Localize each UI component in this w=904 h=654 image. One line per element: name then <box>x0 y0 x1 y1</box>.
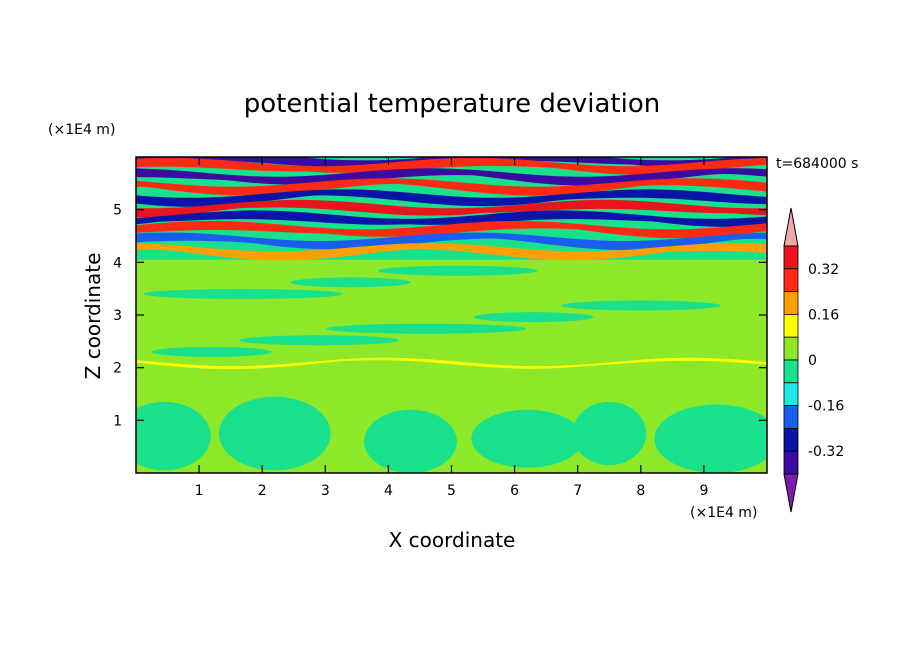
y-tick-label: 3 <box>113 308 122 324</box>
mid-streak <box>143 288 344 299</box>
colorbar-cell <box>783 268 799 292</box>
x-unit-label: (×1E4 m) <box>690 505 757 521</box>
mid-streak <box>290 277 411 288</box>
contour-band <box>136 189 767 207</box>
y-axis: 1 2 3 4 5 <box>113 203 767 429</box>
y-tick-label: 4 <box>113 255 122 271</box>
x-tick-label: 6 <box>510 483 519 499</box>
colorbar-cell <box>783 336 799 361</box>
colorbar-cell <box>783 382 799 406</box>
colorbar-cell <box>783 291 799 315</box>
plot-area <box>136 157 767 473</box>
colorbar-cell <box>783 450 799 475</box>
colorbar-label: 0 <box>808 353 817 369</box>
chart-title: potential temperature deviation <box>244 89 660 119</box>
x-axis-label: X coordinate <box>389 528 516 552</box>
colorbar-cell <box>783 427 799 452</box>
contour-band <box>136 157 767 175</box>
plume-region <box>654 404 767 473</box>
x-tick-label: 4 <box>384 483 393 499</box>
x-tick-label: 5 <box>447 483 456 499</box>
contour-band <box>136 210 767 227</box>
contour-band <box>136 243 767 261</box>
colorbar-max-arrow <box>783 207 799 247</box>
contour-band <box>136 178 767 196</box>
colorbar-cell <box>783 313 799 338</box>
colorbar-label: 0.32 <box>808 262 839 278</box>
contour-band <box>136 232 767 250</box>
x-tick-label: 9 <box>699 483 708 499</box>
mid-streak <box>377 265 538 276</box>
y-tick-label: 1 <box>113 413 122 429</box>
colorbar-cell <box>783 405 799 429</box>
mid-streak <box>326 323 527 334</box>
x-tick-label: 8 <box>636 483 645 499</box>
contour-band <box>136 168 767 186</box>
mid-streak <box>473 312 594 323</box>
colorbar-label: -0.16 <box>808 399 844 415</box>
contour-band <box>136 357 767 370</box>
x-tick-label: 7 <box>573 483 582 499</box>
x-tick-label: 3 <box>321 483 330 499</box>
plume-region <box>364 409 457 473</box>
x-tick-label: 1 <box>195 483 204 499</box>
contour-band <box>136 199 767 218</box>
plume-region <box>572 401 647 466</box>
mid-streak <box>238 335 399 346</box>
plume-region <box>218 396 331 471</box>
plume-region <box>471 409 584 468</box>
colorbar: 0.32 0.16 0 -0.16 -0.32 <box>783 207 844 513</box>
mid-streak <box>151 346 272 357</box>
colorbar-label: 0.16 <box>808 307 839 323</box>
y-axis-label: Z coordinate <box>81 253 105 380</box>
plume-region <box>136 401 211 471</box>
colorbar-cell <box>783 359 799 384</box>
x-axis: 1 2 3 4 5 6 7 8 9 <box>195 157 708 499</box>
y-unit-label: (×1E4 m) <box>48 122 115 138</box>
contour-band <box>136 221 767 239</box>
mid-streak <box>560 300 721 311</box>
x-tick-label: 2 <box>258 483 267 499</box>
colorbar-cell <box>783 245 799 270</box>
y-tick-label: 2 <box>113 361 122 377</box>
colorbar-min-arrow <box>783 473 799 513</box>
y-tick-label: 5 <box>113 203 122 219</box>
time-label: t=684000 s <box>776 156 858 172</box>
colorbar-label: -0.32 <box>808 444 844 460</box>
